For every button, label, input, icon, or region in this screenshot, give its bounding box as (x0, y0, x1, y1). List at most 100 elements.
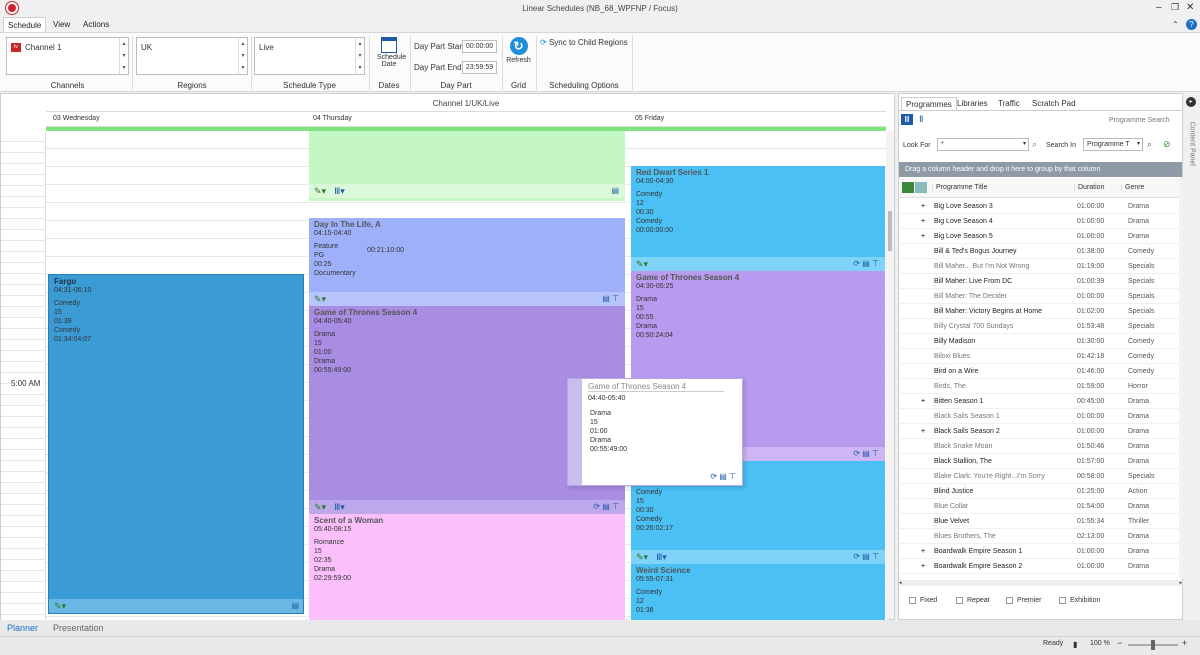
panel-tab-scratch-pad[interactable]: Scratch Pad (1032, 99, 1076, 108)
programme-block-red-dwarf[interactable]: Red Dwarf Series 1 04:00-04:30 Comedy 12… (631, 166, 885, 271)
programme-row[interactable]: Blake Clark: You're Right...I'm Sorry 00:… (899, 469, 1179, 484)
column-icon[interactable]: Ⅲ▾ (334, 186, 345, 196)
programme-row[interactable]: Bill Maher: Victory Begins at Home 01:02:… (899, 304, 1179, 319)
tab-view[interactable]: View (53, 20, 71, 29)
column-icon[interactable]: Ⅲ▾ (656, 552, 667, 562)
media-icon[interactable]: ⟳ ▤ ⊤ (853, 552, 879, 561)
programme-block-scent-of-a-woman[interactable]: Scent of a Woman 05:40-08:15 Romance 15 … (309, 514, 625, 620)
tab-planner[interactable]: Planner (7, 623, 39, 633)
programme-row[interactable]: Black Stallion, The 01:57:00 Drama (899, 454, 1179, 469)
day-header-fri[interactable]: 05 Friday (635, 115, 665, 122)
zoom-in-button[interactable]: + (1182, 638, 1188, 648)
expand-icon[interactable]: + (921, 233, 926, 240)
edit-icon[interactable]: ✎▾ (54, 601, 67, 611)
zoom-out-button[interactable]: − (1117, 638, 1123, 648)
edit-icon[interactable]: ✎▾ (314, 502, 327, 512)
day-header-thu[interactable]: 04 Thursday (313, 115, 352, 122)
programme-row[interactable]: Billy Crystal 700 Sundays 01:53:48 Special… (899, 319, 1179, 334)
edit-icon[interactable]: ✎▾ (636, 552, 649, 562)
sync-child-regions-button[interactable]: ⟳ Sync to Child Regions (540, 38, 628, 47)
collapse-ribbon-icon[interactable]: ⌃ (1172, 20, 1179, 29)
panel-tab-libraries[interactable]: Libraries (957, 99, 988, 108)
programme-row[interactable]: Black Sails Season 1 01:00:00 Drama (899, 409, 1179, 424)
expand-icon[interactable]: + (921, 398, 926, 405)
programme-row[interactable]: + Big Love Season 3 01:00:00 Drama (899, 199, 1179, 214)
media-icon[interactable]: ▤ ⊤ (602, 294, 619, 303)
channel-combo[interactable]: tv Channel 1 ▴ ▾ ▾ (6, 37, 129, 75)
checkbox-exhibition[interactable] (1059, 597, 1066, 604)
grid-vertical-scrollbar[interactable] (1179, 178, 1183, 578)
programme-block-day-in-the-life[interactable]: Day In The Life, A 04:15-04:40 Feature 0… (309, 218, 625, 306)
channel-spin[interactable]: ▴ ▾ ▾ (119, 38, 128, 74)
expand-panel-icon[interactable]: ▸ (1186, 97, 1196, 107)
look-for-input[interactable]: * ▾ (937, 138, 1029, 151)
view-columns-icon[interactable]: Ⅲ (901, 114, 913, 125)
checkbox-fixed[interactable] (909, 597, 916, 604)
search-icon[interactable]: ⌕ (1032, 139, 1038, 149)
schedule-type-spin[interactable]: ▴ ▾ ▾ (355, 38, 364, 74)
programme-row[interactable]: + Boardwalk Empire Season 1 01:00:00 Drama (899, 544, 1179, 559)
panel-tab-programmes[interactable]: Programmes (901, 97, 957, 111)
column-header-duration[interactable]: Duration (1074, 184, 1119, 191)
tab-schedule[interactable]: Schedule (3, 17, 47, 32)
programme-block-weird-science[interactable]: Weird Science 05:55-07:31 Comedy 12 01:3… (631, 564, 885, 620)
restore-button[interactable]: ❐ (1171, 2, 1180, 12)
expand-icon[interactable]: + (921, 203, 926, 210)
panel-tab-traffic[interactable]: Traffic (998, 99, 1020, 108)
search-go-icon[interactable]: ⌕ (1147, 139, 1153, 149)
grid-vertical-scrollbar[interactable] (886, 131, 894, 619)
checkbox-repeat[interactable] (956, 597, 963, 604)
programme-row[interactable]: + Boardwalk Empire Season 2 01:00:00 Drama (899, 559, 1179, 574)
edit-icon[interactable]: ✎▾ (636, 259, 649, 269)
column-header-title[interactable]: Programme Title (932, 184, 1072, 191)
programme-row[interactable]: Bill Maher: Live From DC 01:00:39 Specials (899, 274, 1179, 289)
minimize-button[interactable]: – (1156, 2, 1162, 13)
grid-export-icon[interactable] (915, 182, 927, 193)
programme-row[interactable]: Black Snake Moan 01:50:46 Drama (899, 439, 1179, 454)
edit-icon[interactable]: ✎▾ (314, 294, 327, 304)
programme-row[interactable]: + Black Sails Season 2 01:00:00 Drama (899, 424, 1179, 439)
programme-row[interactable]: Birds, The 01:59:00 Horror (899, 379, 1179, 394)
expand-icon[interactable]: + (921, 548, 926, 555)
media-icon[interactable]: ⟳ ▤ ⊤ (853, 449, 879, 458)
media-icon[interactable]: ⟳ ▤ ⊤ (853, 259, 879, 268)
search-in-select[interactable]: Programme T ▾ (1083, 138, 1143, 151)
programme-row[interactable]: Blue Velvet 01:55:34 Thriller (899, 514, 1179, 529)
checkbox-premier[interactable] (1006, 597, 1013, 604)
grid-settings-icon[interactable] (902, 182, 914, 193)
schedule-type-combo[interactable]: Live ▴ ▾ ▾ (254, 37, 365, 75)
programme-row[interactable]: Billy Madison 01:30:00 Comedy (899, 334, 1179, 349)
refresh-button[interactable]: ↻ Refresh (505, 36, 532, 78)
day-header-wed[interactable]: 03 Wednesday (53, 115, 100, 122)
column-header-genre[interactable]: Genre (1121, 184, 1176, 191)
region-spin[interactable]: ▴ ▾ ▾ (238, 38, 247, 74)
edit-icon[interactable]: ✎▾ (314, 186, 327, 196)
tab-presentation[interactable]: Presentation (53, 623, 104, 633)
programme-row[interactable]: Biloxi Blues 01:42:18 Comedy (899, 349, 1179, 364)
expand-icon[interactable]: + (921, 218, 926, 225)
region-combo[interactable]: UK ▴ ▾ ▾ (136, 37, 248, 75)
programme-block-thu-top[interactable]: ✎▾ Ⅲ▾ ▤ (309, 131, 625, 201)
tab-actions[interactable]: Actions (83, 20, 110, 29)
grid-horizontal-scrollbar[interactable]: ◂ ▸ (899, 580, 1182, 586)
clear-filter-icon[interactable]: ⊘ (1163, 139, 1171, 149)
programme-row[interactable]: Blues Brothers, The 02:13:00 Drama (899, 529, 1179, 544)
programme-block-fargo[interactable]: Fargo 04:31-06:10 Comedy 15 01:39 Comedy… (48, 274, 304, 614)
expand-icon[interactable]: + (921, 428, 926, 435)
day-part-end-input[interactable]: 23:59:59 (462, 61, 497, 74)
view-single-icon[interactable]: Ⅱ (919, 114, 924, 124)
look-for-dropdown-icon[interactable]: ▾ (1022, 141, 1026, 147)
zoom-slider-thumb[interactable] (1151, 640, 1155, 650)
column-icon[interactable]: Ⅲ▾ (334, 502, 345, 512)
programme-row[interactable]: + Big Love Season 5 01:00:00 Drama (899, 229, 1179, 244)
expand-icon[interactable]: + (921, 563, 926, 570)
day-part-start-input[interactable]: 00:00:00 (462, 40, 497, 53)
programme-row[interactable]: Blue Collar 01:54:00 Drama (899, 499, 1179, 514)
programme-row[interactable]: Blind Justice 01:25:00 Action (899, 484, 1179, 499)
scrollbar-thumb[interactable] (888, 211, 892, 251)
programme-row[interactable]: Bill Maher: The Decider 01:00:00 Specials (899, 289, 1179, 304)
media-icon[interactable]: ▤ (291, 601, 299, 610)
programme-row[interactable]: + Bitten Season 1 00:45:00 Drama (899, 394, 1179, 409)
media-icon[interactable]: ⟳ ▤ ⊤ (593, 502, 619, 511)
programme-row[interactable]: + Big Love Season 4 01:00:00 Drama (899, 214, 1179, 229)
